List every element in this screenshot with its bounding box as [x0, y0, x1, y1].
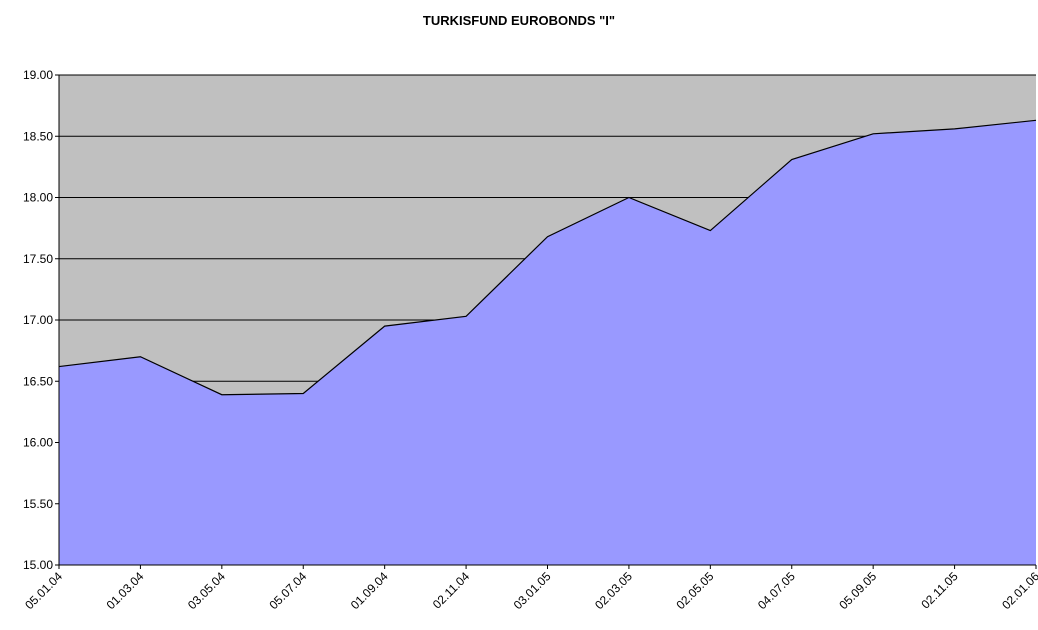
x-tick-label: 01.03.04	[104, 569, 147, 612]
x-tick-label: 01.09.04	[348, 569, 391, 612]
y-tick-label: 19.00	[23, 68, 53, 82]
area-line	[58, 119, 1037, 396]
y-tick-label: 16.00	[23, 436, 53, 450]
x-tick-label: 02.11.04	[430, 569, 473, 612]
chart-title: TURKISFUND EUROBONDS "I"	[423, 13, 615, 28]
x-tick-label: 04.07.05	[755, 569, 798, 612]
x-tick-label: 02.03.05	[592, 569, 635, 612]
x-tick-label: 05.09.05	[836, 569, 879, 612]
y-tick-label: 15.00	[23, 558, 53, 572]
x-tick-label: 02.01.06	[999, 569, 1038, 612]
x-tick-label: 03.05.04	[185, 569, 228, 612]
x-tick-label: 02.11.05	[918, 569, 961, 612]
y-tick-label: 16.50	[23, 374, 53, 388]
y-tick-label: 17.00	[23, 313, 53, 327]
y-tick-label: 18.50	[23, 129, 53, 143]
area	[59, 120, 1036, 565]
y-tick-label: 18.00	[23, 191, 53, 205]
x-tick-label: 05.01.04	[22, 569, 65, 612]
y-tick-label: 15.50	[23, 497, 53, 511]
x-tick-label: 03.01.05	[511, 569, 554, 612]
x-tick-label: 02.05.05	[674, 569, 717, 612]
y-tick-label: 17.50	[23, 252, 53, 266]
x-tick-label: 05.07.04	[266, 569, 309, 612]
